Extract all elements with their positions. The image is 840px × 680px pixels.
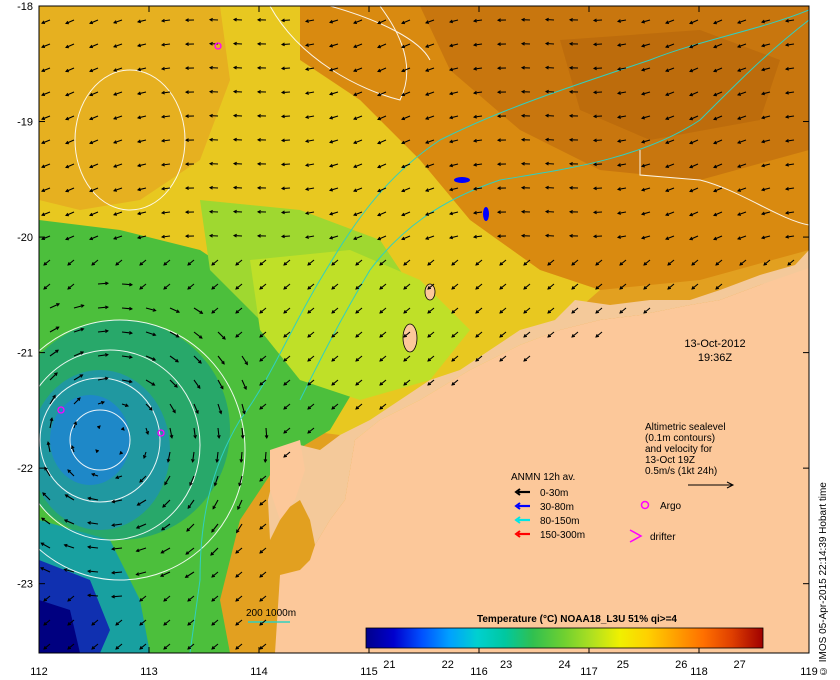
colorbar-title: Temperature (°C) NOAA18_L3U 51% qi>=4 — [477, 614, 677, 625]
lon-tick-label: 115 — [360, 666, 378, 678]
argo-icon — [640, 500, 650, 510]
lon-tick-label: 118 — [690, 666, 708, 678]
lat-tick-label: -23 — [17, 579, 33, 591]
sealevel-contours — [39, 6, 809, 581]
colorbar-tick-label: 26 — [675, 659, 687, 671]
lon-tick-label: 116 — [470, 666, 488, 678]
sst-field — [39, 6, 809, 653]
anmn-legend-arrowhead — [514, 488, 521, 496]
altimetry-line-3: and velocity for — [645, 444, 713, 455]
anmn-legend-label: 30-80m — [540, 502, 574, 513]
lat-tick-label: -21 — [17, 348, 33, 360]
symbol-legend: Argo drifter — [629, 500, 682, 543]
altimetry-line-1: Altimetric sealevel — [645, 422, 726, 433]
colorbar-tick-label: 21 — [383, 659, 395, 671]
anmn-legend-label: 150-300m — [540, 530, 585, 541]
drifter-label: drifter — [650, 532, 676, 543]
anmn-legend: ANMN 12h av. 0-30m 30-80m 80-150m 150-300m — [511, 472, 585, 541]
lat-tick-label: -20 — [17, 232, 33, 244]
colorbar-tick-label: 25 — [617, 659, 629, 671]
plot-frame — [38, 5, 810, 654]
argo-float-marker[interactable] — [157, 429, 165, 437]
altimetry-note: Altimetric sealevel (0.1m contours) and … — [645, 422, 735, 489]
latitude-axis: -18 -19 -20 -21 -22 -23 — [17, 1, 809, 591]
lon-tick-label: 119 — [800, 666, 818, 678]
lon-tick-label: 114 — [250, 666, 268, 678]
lat-tick-label: -22 — [17, 463, 33, 475]
drifter-icon — [629, 529, 643, 543]
isobaths — [189, 9, 809, 653]
anmn-legend-label: 0-30m — [540, 488, 568, 499]
lon-tick-label: 117 — [580, 666, 598, 678]
anmn-legend-label: 80-150m — [540, 516, 579, 527]
anmn-legend-arrowhead — [514, 530, 521, 538]
anmn-legend-arrowhead — [514, 516, 521, 524]
altimetry-line-2: (0.1m contours) — [645, 433, 715, 444]
time-label: 19:36Z — [698, 352, 733, 364]
colorbar-tick-label: 22 — [442, 659, 454, 671]
credit-label: © IMOS 05-Apr-2015 22:14:39 Hobart time — [818, 482, 829, 676]
colorbar: Temperature (°C) NOAA18_L3U 51% qi>=4 21… — [365, 614, 764, 671]
colorbar-tick-label: 24 — [558, 659, 570, 671]
anmn-legend-title: ANMN 12h av. — [511, 472, 575, 483]
altimetry-line-4: 13-Oct 19Z — [645, 455, 695, 466]
colorbar-tick-label: 23 — [500, 659, 512, 671]
colorbar-tick-label: 27 — [734, 659, 746, 671]
altimetry-line-5: 0.5m/s (1kt 24h) — [645, 466, 717, 477]
argo-float-marker[interactable] — [57, 406, 65, 414]
anmn-legend-arrowhead — [514, 502, 521, 510]
lon-tick-label: 112 — [30, 666, 48, 678]
lat-tick-label: -18 — [17, 1, 33, 13]
date-label: 13-Oct-2012 — [684, 338, 745, 350]
colorbar-gradient — [365, 627, 764, 649]
longitude-axis: 112 113 114 115 116 117 118 119 — [30, 6, 818, 678]
isobath-label: 200 1000m — [246, 608, 296, 619]
argo-float-marker[interactable] — [214, 42, 222, 50]
argo-label: Argo — [660, 501, 682, 512]
lon-tick-label: 113 — [140, 666, 158, 678]
velocity-arrows — [39, 17, 795, 650]
lat-tick-label: -19 — [17, 117, 33, 129]
